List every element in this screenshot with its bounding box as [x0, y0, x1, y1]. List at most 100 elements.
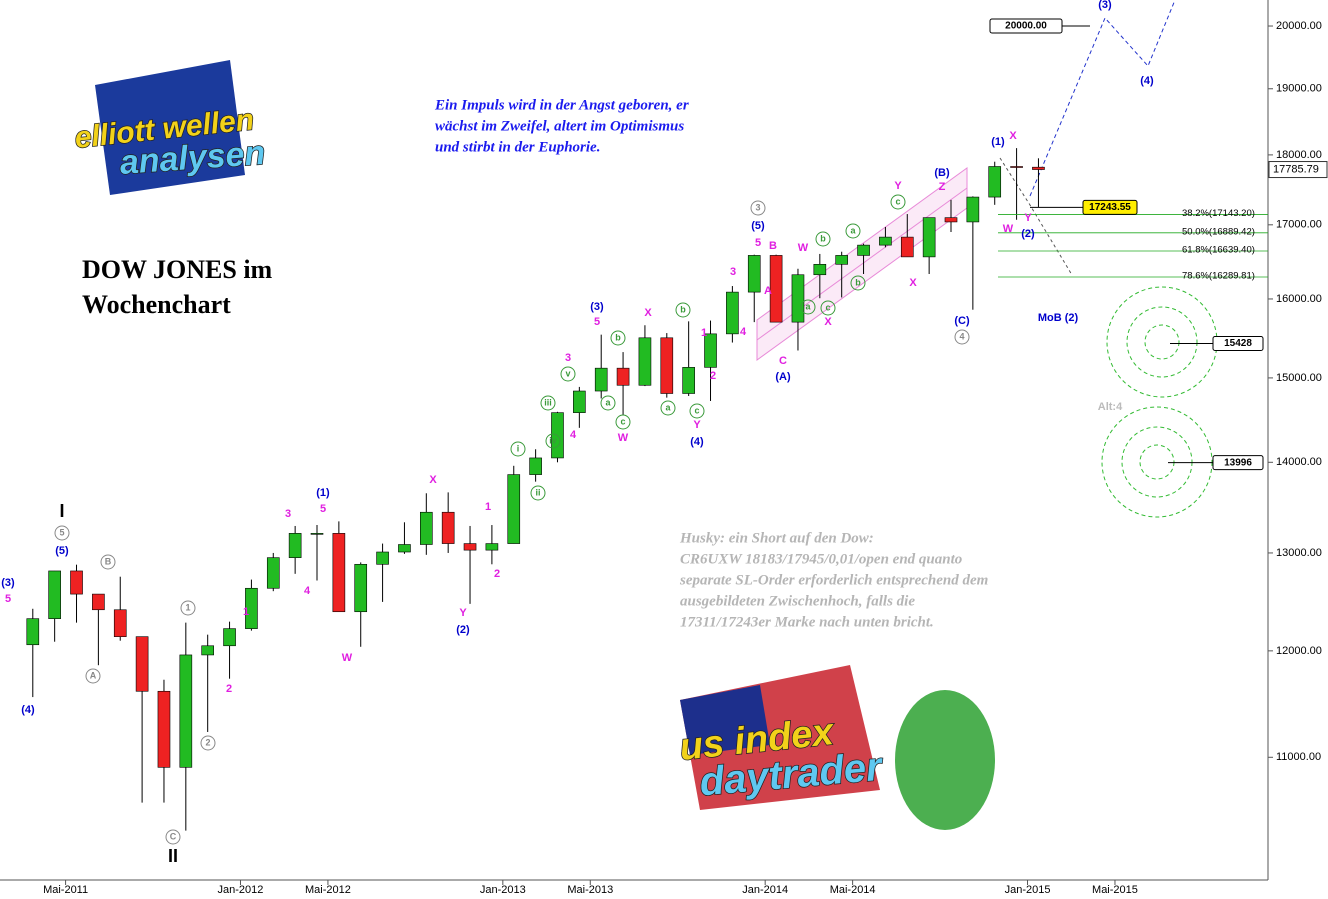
wave-label: Y	[1024, 212, 1032, 224]
wave-label: 2	[226, 683, 232, 695]
wave-circle	[530, 485, 546, 501]
candle-body	[879, 236, 892, 246]
wave-label: iv	[549, 435, 557, 445]
candle-body	[485, 543, 499, 551]
comment: CR6UXW 18183/17945/0,01/open end quanto	[680, 551, 962, 567]
wave-circle	[675, 302, 691, 318]
wave-circle	[800, 299, 816, 315]
y-tick-label: 18000.00	[1276, 149, 1322, 161]
candle-body	[201, 645, 215, 656]
quote: Ein Impuls wird in der Angst geboren, er	[434, 97, 689, 113]
wave-label: X	[429, 474, 437, 486]
wave-label: 4	[304, 585, 311, 597]
wave-label: b	[855, 277, 861, 287]
comment: separate SL-Order erforderlich entsprech…	[679, 572, 988, 588]
wave-circle	[954, 329, 970, 345]
y-tick-label: 17000.00	[1276, 219, 1322, 231]
wave-label: 3	[285, 508, 291, 520]
wave-label: C	[779, 355, 787, 367]
wave-circle	[100, 554, 116, 570]
wave-label: a	[850, 225, 856, 235]
wave-label: X	[1009, 130, 1017, 142]
wave-label: Z	[939, 181, 946, 193]
wave-label: (2)	[1021, 228, 1035, 240]
y-tick-label: 20000.00	[1276, 20, 1322, 32]
candle-body	[135, 636, 149, 692]
wave-circle	[610, 330, 626, 346]
candle-body	[507, 474, 521, 544]
wave-circle	[845, 223, 861, 239]
helper-line	[999, 157, 1073, 276]
wave-label: A	[90, 670, 97, 680]
wave-label: i	[517, 443, 520, 453]
quote: und stirbt in der Euphorie.	[435, 139, 600, 155]
projection-line	[1029, 0, 1176, 197]
wave-label: (4)	[690, 436, 704, 448]
wave-circle	[54, 525, 70, 541]
wave-label: 5	[320, 503, 326, 515]
wave-label: 1	[185, 602, 190, 612]
candle-body	[726, 291, 739, 335]
price-box-label: 15428	[1224, 338, 1252, 349]
price-box-label: 20000.00	[1005, 21, 1047, 32]
candle-body	[660, 337, 674, 394]
candle-body	[70, 570, 83, 595]
wave-label: 4	[570, 429, 577, 441]
fib-label: 38.2%(17143.20)	[1182, 208, 1255, 219]
wave-label: c	[694, 405, 699, 415]
wave-label: II	[168, 846, 178, 866]
candle-body	[944, 217, 958, 223]
wave-label: W	[798, 242, 809, 254]
wave-label: c	[895, 196, 900, 206]
wave-label: 5	[594, 316, 600, 328]
y-tick-label: 11000.00	[1276, 751, 1321, 763]
logo-daytrader	[680, 665, 995, 830]
candle-body	[682, 367, 695, 394]
wave-label: 4	[740, 326, 747, 338]
candle-body	[157, 690, 171, 768]
wave-label: (B)	[934, 167, 950, 179]
candle-body	[419, 511, 433, 545]
wave-label: c	[620, 416, 625, 426]
wave-label: 1	[485, 501, 491, 513]
wave-label: B	[769, 240, 777, 252]
candle-body	[704, 333, 717, 368]
candle-body	[245, 587, 258, 629]
wave-circle	[540, 395, 556, 411]
comment: 17311/17243er Marke nach unten bricht.	[680, 614, 934, 630]
x-tick-label: Mai-2012	[305, 884, 351, 896]
wave-circle	[615, 414, 631, 430]
wave-label: a	[605, 397, 611, 407]
candle-body	[573, 390, 586, 413]
x-tick-label: Jan-2012	[218, 884, 264, 896]
wave-label: 2	[205, 737, 210, 747]
wave-label: (5)	[751, 220, 765, 232]
wave-circle	[180, 600, 196, 616]
candle-body	[354, 563, 368, 613]
price-box-label: 17243.55	[1089, 202, 1131, 213]
candle-body	[179, 654, 193, 768]
wave-circle	[689, 403, 705, 419]
wave-label: (2)	[456, 624, 470, 636]
candle-body	[398, 544, 411, 553]
wave-label: ii	[535, 487, 540, 497]
candle-body	[223, 628, 236, 647]
wave-label: A	[764, 285, 772, 297]
y-tick-label: 12000.00	[1276, 645, 1322, 657]
candle-body	[988, 166, 1002, 198]
wave-label: a	[805, 301, 811, 311]
candle-body	[288, 533, 302, 558]
wave-circle	[600, 395, 616, 411]
wave-circle	[815, 231, 831, 247]
wave-circle	[200, 735, 216, 751]
wave-label: 1	[701, 327, 707, 339]
wave-label: 5	[755, 237, 761, 249]
last-price-box	[1268, 161, 1328, 179]
candle-body	[966, 196, 980, 223]
price-box-label: 13996	[1224, 457, 1252, 468]
wave-label: (1)	[316, 487, 330, 499]
wave-circle	[510, 441, 526, 457]
wave-label: 1	[243, 606, 249, 618]
candle-body	[857, 244, 870, 256]
